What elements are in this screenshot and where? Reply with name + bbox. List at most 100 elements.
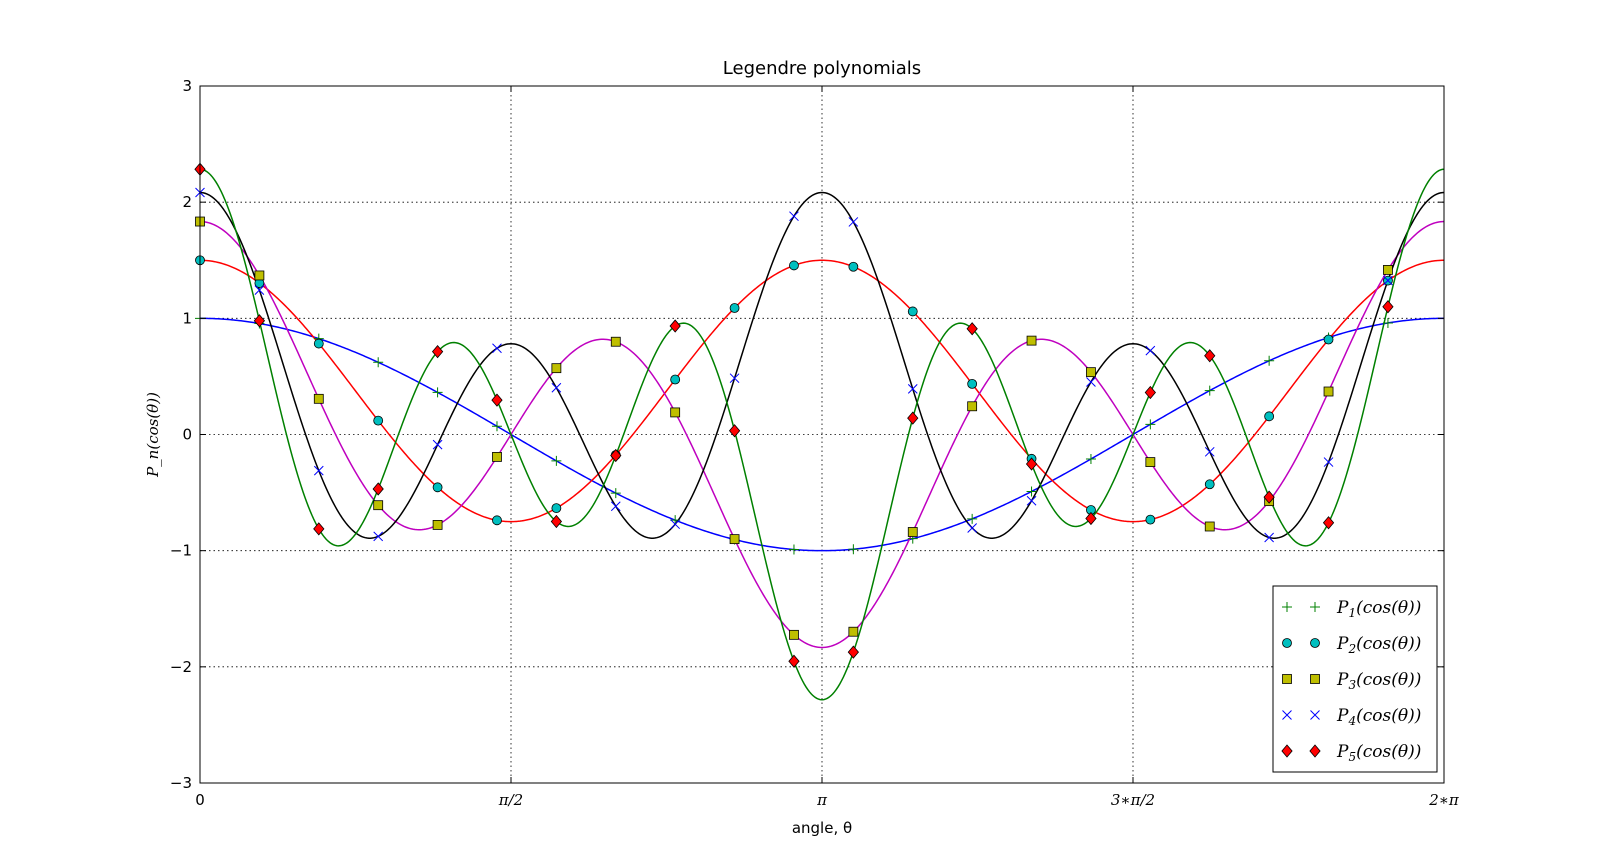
- data-point-p3: [492, 452, 502, 462]
- data-point-p2: [967, 378, 978, 389]
- legend-label-p3: P3(cos(θ)): [1336, 670, 1421, 692]
- data-point-p4: [551, 382, 562, 393]
- data-point-p1: [1085, 453, 1096, 464]
- y-tick-label: 2: [182, 193, 192, 211]
- legend-marker-p3: [1310, 674, 1320, 684]
- data-point-p2: [670, 374, 681, 385]
- data-point-p1: [967, 513, 978, 524]
- data-point-p3: [1204, 521, 1215, 532]
- data-point-p5: [1085, 511, 1097, 526]
- data-point-p4: [313, 465, 324, 476]
- y-tick-label: 0: [182, 426, 192, 444]
- legend-label-p2: P2(cos(θ)): [1336, 634, 1421, 656]
- data-point-p4: [789, 211, 799, 222]
- data-point-p3: [1323, 386, 1334, 397]
- data-point-p3: [551, 363, 562, 374]
- y-tick-label: 3: [182, 77, 192, 95]
- data-point-p4: [1323, 457, 1334, 467]
- y-tick-label: −1: [170, 542, 192, 560]
- data-point-p1: [610, 488, 621, 499]
- data-point-p5: [491, 393, 503, 407]
- data-point-p2: [313, 338, 324, 349]
- data-point-p2: [492, 515, 502, 526]
- data-point-p3: [670, 407, 681, 418]
- data-point-p1: [491, 421, 502, 432]
- data-point-p1: [1145, 419, 1156, 430]
- data-point-p5: [253, 314, 266, 328]
- data-point-p5: [1144, 385, 1156, 400]
- legend-marker-p1: [1282, 602, 1292, 612]
- data-point-p5: [431, 345, 444, 359]
- data-point-p2: [1145, 514, 1156, 525]
- data-point-p4: [1204, 446, 1215, 457]
- x-tick-label: 3∗π/2: [1111, 791, 1155, 809]
- data-point-p3: [610, 336, 621, 347]
- data-point-p4: [967, 523, 978, 533]
- data-point-p4: [1145, 345, 1156, 356]
- data-point-p3: [254, 270, 265, 281]
- legend-marker-p4: [1282, 710, 1292, 720]
- legend-marker-p2: [1310, 638, 1320, 648]
- series-line-p5: [199, 168, 1445, 701]
- data-point-p5: [847, 645, 859, 659]
- y-axis-label: P_n(cos(θ)): [144, 392, 162, 478]
- data-point-p4: [1026, 495, 1037, 506]
- data-point-p5: [669, 319, 681, 333]
- legend-box: [1272, 585, 1438, 773]
- data-point-p2: [1204, 479, 1215, 490]
- data-point-p3: [373, 500, 384, 511]
- data-point-p5: [550, 514, 563, 529]
- data-point-p3: [1026, 335, 1037, 346]
- data-point-p4: [848, 217, 859, 227]
- data-point-p5: [372, 482, 384, 496]
- data-point-p1: [373, 357, 384, 368]
- data-point-p5: [788, 654, 800, 668]
- data-point-p1: [1026, 486, 1037, 497]
- data-point-p3: [1145, 457, 1156, 467]
- legend-label-p5: P5(cos(θ)): [1336, 742, 1421, 764]
- data-point-p5: [728, 424, 741, 438]
- data-point-p1: [1382, 317, 1393, 328]
- data-point-p4: [1383, 275, 1393, 286]
- data-point-p2: [907, 306, 918, 317]
- series-lines: [199, 168, 1445, 701]
- x-tick-label: π: [816, 791, 828, 809]
- data-point-p3: [789, 629, 799, 640]
- data-point-p1: [1204, 385, 1215, 396]
- data-point-p5: [966, 322, 978, 336]
- data-point-p5: [313, 522, 325, 536]
- chart-title: Legendre polynomials: [723, 58, 921, 79]
- data-point-p4: [729, 373, 740, 384]
- data-point-p5: [1382, 300, 1394, 314]
- data-point-p1: [848, 544, 859, 555]
- data-point-p3: [848, 626, 859, 637]
- series-line-p2: [199, 259, 1445, 523]
- data-point-p2: [1323, 334, 1334, 345]
- y-tick-label: 1: [182, 309, 192, 327]
- data-point-p5: [610, 448, 622, 463]
- data-point-p4: [610, 501, 621, 512]
- data-point-p4: [373, 531, 384, 542]
- data-point-p1: [788, 544, 799, 555]
- data-point-p4: [670, 519, 681, 530]
- legend-marker-p1: [1310, 602, 1320, 612]
- axis-ticks: 0 π/2 π 3∗π/2 2∗π 3 2 1 0 −1 −2 −3: [170, 77, 1460, 809]
- data-point-p4: [1086, 377, 1096, 387]
- data-point-p1: [551, 455, 562, 466]
- legend-marker-p3: [1282, 674, 1292, 684]
- data-point-p2: [432, 482, 443, 493]
- series-line-p4: [199, 191, 1445, 539]
- data-point-p2: [1264, 411, 1275, 422]
- data-point-p1: [1264, 355, 1275, 366]
- data-point-p2: [551, 503, 562, 514]
- data-point-p3: [729, 534, 740, 545]
- data-point-p4: [432, 439, 443, 450]
- legend-marker-p5: [1281, 744, 1293, 758]
- data-point-p3: [313, 393, 324, 404]
- data-point-p3: [432, 520, 443, 530]
- x-tick-label: π/2: [498, 791, 523, 809]
- legend-label-p4: P4(cos(θ)): [1336, 706, 1421, 728]
- data-point-p5: [1263, 490, 1275, 504]
- y-axis-label-text: P_n(cos(θ)): [144, 392, 162, 478]
